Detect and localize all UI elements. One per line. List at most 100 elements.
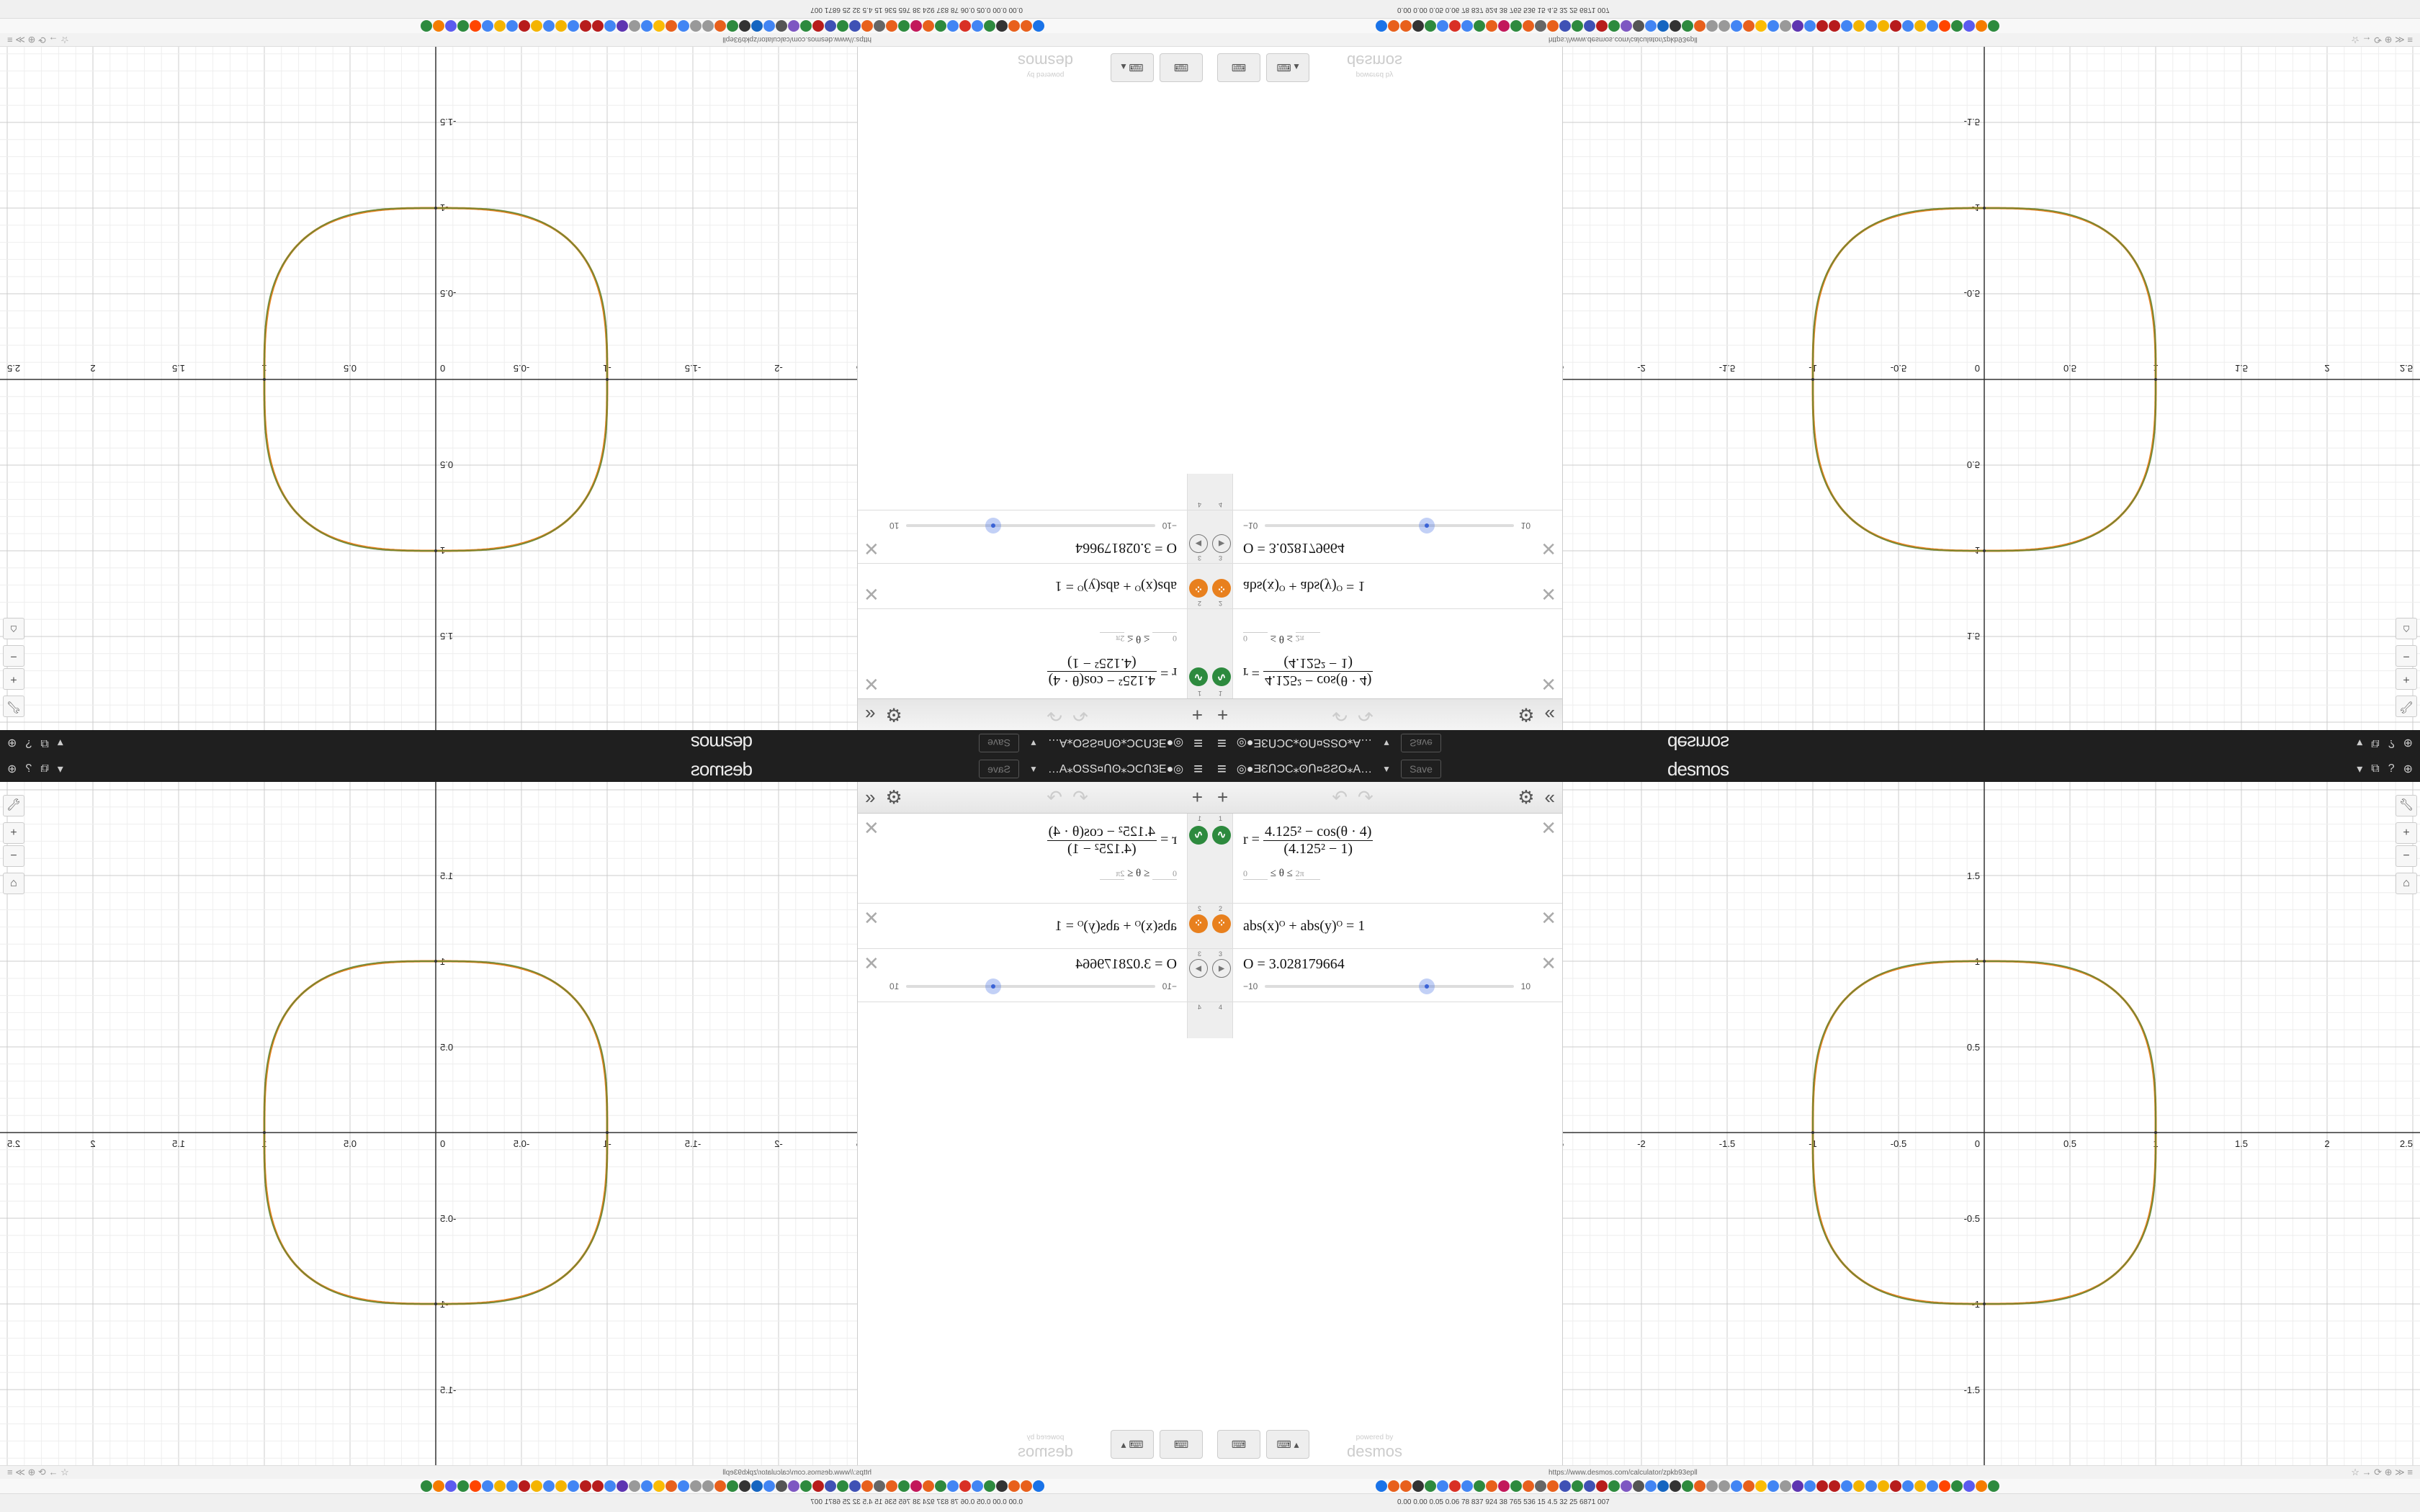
bookmark-icon[interactable]	[910, 20, 922, 32]
bookmark-icon[interactable]	[1608, 20, 1620, 32]
bookmark-icon[interactable]	[482, 1480, 493, 1492]
bookmark-icon[interactable]	[445, 20, 457, 32]
url-text[interactable]: https://www.desmos.com/calculator/zpkb93…	[722, 35, 871, 44]
bookmark-icon[interactable]	[910, 1480, 922, 1492]
bookmark-icon[interactable]	[519, 1480, 530, 1492]
zoom-out-button[interactable]: −	[3, 645, 24, 667]
expression-row[interactable]: 3 ▶ O = 3.028179664 −10 10 ✕	[1210, 510, 1562, 563]
bookmark-icon[interactable]	[1657, 1480, 1669, 1492]
keyboard-functions-button[interactable]: ⌨ ▴	[1111, 53, 1154, 82]
chevron-down-icon[interactable]: ▼	[1382, 764, 1392, 774]
bookmark-icon[interactable]	[433, 1480, 444, 1492]
bookmark-icon[interactable]	[1865, 20, 1877, 32]
keyboard-functions-button[interactable]: ⌨ ▴	[1266, 1430, 1309, 1459]
redo-icon[interactable]: ↷	[1047, 786, 1063, 808]
bookmark-icon[interactable]	[996, 1480, 1008, 1492]
bookmark-icon[interactable]	[1486, 20, 1497, 32]
graph-canvas[interactable]: -2.5-2-1.5-1-0.500.511.522.5-1.5-1-0.50.…	[1548, 47, 2420, 730]
browser-toolbar-icons[interactable]: ☆ → ⟳ ⊕ ≫ ≡	[2351, 1467, 2413, 1477]
bookmark-icon[interactable]	[1976, 1480, 1987, 1492]
close-icon[interactable]: ✕	[1541, 817, 1556, 839]
bookmark-icon[interactable]	[886, 1480, 897, 1492]
bookmark-icon[interactable]	[1767, 1480, 1779, 1492]
graph-paper[interactable]: -2.5-2-1.5-1-0.500.511.522.5-1.5-1-0.50.…	[1548, 782, 2420, 1465]
undo-icon[interactable]: ↶	[1332, 786, 1348, 808]
close-icon[interactable]: ✕	[1541, 583, 1556, 605]
expression-row[interactable]: 1 ∿ r = 4.125² − cos(θ · 4) (4.125² − 1) 0…	[858, 814, 1210, 904]
graph-title[interactable]: ◎●ƎƐՈƆC⁎ʘՈ¤ƧƧO⁎A…	[1047, 763, 1184, 775]
bookmark-icon[interactable]	[1474, 1480, 1485, 1492]
redo-icon[interactable]: ↷	[1047, 704, 1063, 726]
bookmark-icon[interactable]	[1718, 20, 1730, 32]
bookmark-icon[interactable]	[1902, 20, 1914, 32]
bookmark-icon[interactable]	[800, 1480, 812, 1492]
bookmark-icon[interactable]	[800, 20, 812, 32]
bookmark-icon[interactable]	[1523, 20, 1534, 32]
bookmark-icon[interactable]	[1939, 20, 1950, 32]
bookmark-icon[interactable]	[421, 1480, 432, 1492]
bookmark-icon[interactable]	[1829, 20, 1840, 32]
bookmark-icon[interactable]	[1755, 1480, 1767, 1492]
bookmark-icon[interactable]	[1461, 1480, 1473, 1492]
points-icon[interactable]: ⁘	[1212, 579, 1231, 598]
url-text[interactable]: https://www.desmos.com/calculator/zpkb93…	[1549, 1468, 1698, 1477]
expression-row[interactable]: 1 ∿ r = 4.125² − cos(θ · 4) (4.125² − 1) 0…	[1210, 814, 1562, 904]
graph-title[interactable]: ◎●ƎƐՈƆC⁎ʘՈ¤ƧƧO⁎A…	[1047, 737, 1184, 749]
expression-row-empty[interactable]: 4	[858, 1002, 1210, 1038]
gear-icon[interactable]: ⚙	[885, 704, 902, 726]
bookmark-icon[interactable]	[1902, 1480, 1914, 1492]
address-bar[interactable]: https://www.desmos.com/calculator/zpkb93…	[0, 1465, 1210, 1479]
bookmark-icon[interactable]	[678, 1480, 689, 1492]
bookmark-icon[interactable]	[1437, 20, 1448, 32]
bookmark-icon[interactable]	[714, 1480, 726, 1492]
browser-toolbar-icons[interactable]: ☆ → ⟳ ⊕ ≫ ≡	[7, 35, 69, 45]
bookmark-icon[interactable]	[1804, 1480, 1816, 1492]
bookmark-icon[interactable]	[996, 20, 1008, 32]
share-icon[interactable]: ⧉	[2371, 762, 2380, 775]
hamburger-icon[interactable]: ≡	[1193, 734, 1203, 752]
keyboard-button[interactable]: ⌨	[1217, 1430, 1260, 1459]
bookmark-icon[interactable]	[1865, 1480, 1877, 1492]
close-icon[interactable]: ✕	[864, 907, 879, 929]
bookmark-icon[interactable]	[837, 20, 848, 32]
bookmark-icon[interactable]	[1780, 1480, 1791, 1492]
upper-bound-input[interactable]: 2π	[1295, 632, 1320, 644]
bookmark-icon[interactable]	[1694, 20, 1706, 32]
bookmark-icon[interactable]	[690, 20, 702, 32]
slider[interactable]: −10 10	[889, 978, 1177, 994]
hamburger-icon[interactable]: ≡	[1217, 734, 1227, 752]
bookmark-icon[interactable]	[1951, 1480, 1963, 1492]
bookmark-icon[interactable]	[1510, 20, 1522, 32]
add-expression-button[interactable]: +	[1217, 786, 1229, 808]
wrench-icon[interactable]: 🔧︎	[3, 696, 24, 717]
chevron-down-icon[interactable]: ▼	[1028, 738, 1038, 748]
slider[interactable]: −10 10	[1243, 978, 1531, 994]
expression-row-empty[interactable]: 4	[1210, 1002, 1562, 1038]
points-icon[interactable]: ⁘	[1189, 579, 1208, 598]
save-button[interactable]: Save	[1401, 734, 1442, 752]
bookmark-icon[interactable]	[1547, 20, 1559, 32]
expression-row[interactable]: 2 ⁘ abs(x)ᴼ + abs(y)ᴼ = 1 ✕	[1210, 904, 1562, 949]
bookmark-icon[interactable]	[604, 20, 616, 32]
bookmark-icon[interactable]	[1388, 20, 1399, 32]
home-icon[interactable]: ⌂	[2396, 618, 2417, 639]
gear-icon[interactable]: ⚙	[1518, 704, 1535, 726]
bookmark-icon[interactable]	[935, 1480, 946, 1492]
bookmark-icon[interactable]	[470, 20, 481, 32]
add-expression-button[interactable]: +	[1191, 704, 1203, 726]
bookmark-icon[interactable]	[1988, 1480, 1999, 1492]
undo-icon[interactable]: ↶	[1072, 704, 1088, 726]
bookmark-icon[interactable]	[629, 20, 640, 32]
bookmark-icon[interactable]	[1535, 1480, 1546, 1492]
bookmark-icon[interactable]	[1412, 20, 1424, 32]
bookmark-icon[interactable]	[1376, 20, 1387, 32]
zoom-out-button[interactable]: −	[3, 845, 24, 867]
bookmark-icon[interactable]	[849, 20, 861, 32]
share-icon[interactable]: ⧉	[2371, 737, 2380, 750]
play-icon[interactable]: ▶	[1189, 534, 1208, 553]
bookmark-icon[interactable]	[592, 1480, 604, 1492]
graph-title[interactable]: ◎●ƎƐՈƆC⁎ʘՈ¤ƧƧO⁎A…	[1236, 763, 1373, 775]
bookmark-icon[interactable]	[1706, 1480, 1718, 1492]
bookmark-icon[interactable]	[1621, 20, 1632, 32]
add-expression-button[interactable]: +	[1191, 786, 1203, 808]
